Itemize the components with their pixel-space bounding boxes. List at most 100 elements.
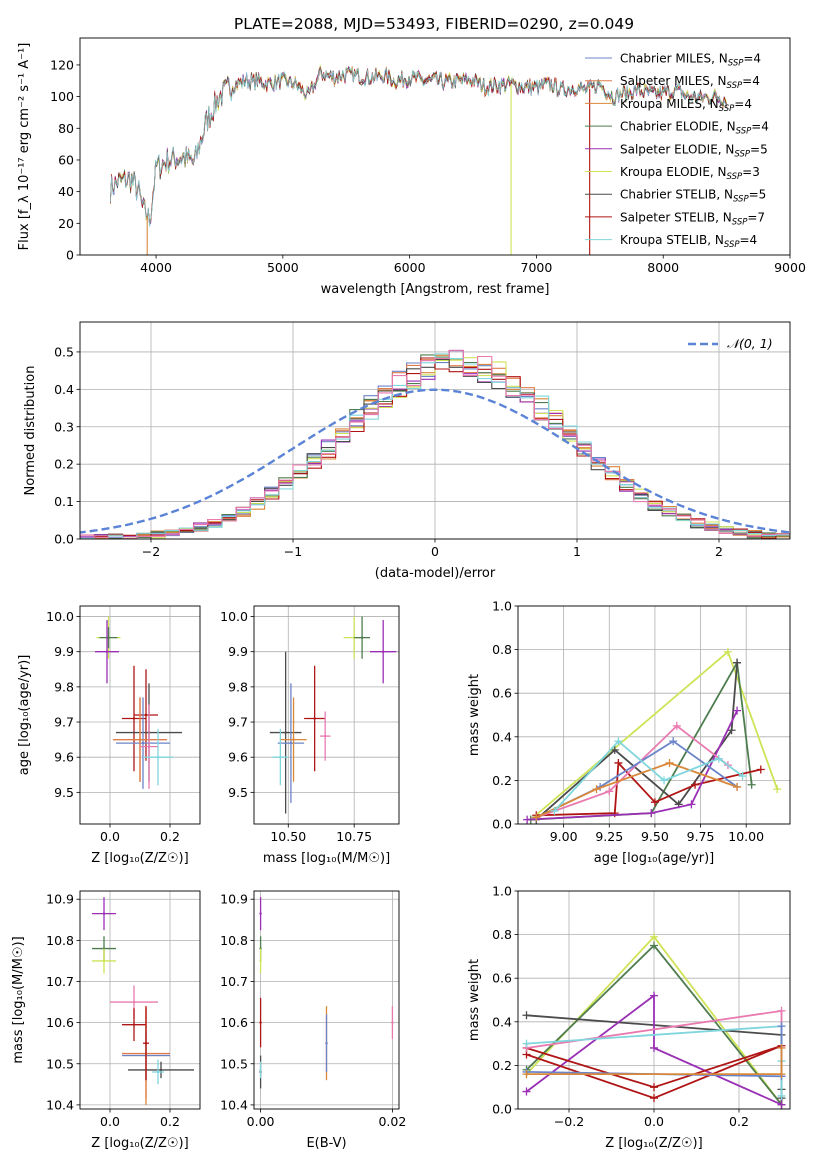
data-point [147, 745, 151, 748]
weight-marker [650, 1083, 658, 1092]
y-tick-label: 0.4 [492, 729, 512, 744]
legend-name: Kroupa MILES, N [620, 97, 719, 111]
weight-marker [614, 758, 623, 767]
weight-marker [669, 737, 678, 746]
y-tick-label: 100 [50, 89, 74, 104]
legend-suffix: =5 [750, 142, 768, 156]
weight-marker [672, 721, 681, 730]
x-tick-label: 0.0 [644, 1114, 664, 1129]
y-tick-label: 0.0 [492, 1102, 512, 1117]
legend-subscript: SSP [733, 195, 749, 205]
weight-marker [614, 737, 623, 746]
data-point [381, 650, 385, 653]
weight-marker [777, 1006, 786, 1015]
weight-marker [660, 776, 669, 785]
legend-name: Salpeter ELODIE, N [620, 142, 734, 156]
data-point [105, 650, 109, 653]
weight_vs_age-frame [517, 605, 791, 825]
data-point [138, 738, 142, 741]
legend-name: Chabrier MILES, N [620, 52, 728, 66]
weight-marker [773, 785, 782, 794]
weight-line-kroupa_elodie [530, 650, 779, 821]
x-tick-label: 0.2 [729, 1114, 749, 1129]
y-tick-label: 10.8 [46, 933, 74, 948]
y-tick-label: 80 [58, 121, 74, 136]
y-tick-label: 10.5 [46, 1056, 74, 1071]
weight-marker [650, 798, 659, 807]
x-tick-label: 0.2 [160, 1114, 180, 1129]
weight-marker [723, 647, 732, 656]
legend-entry: Chabrier STELIB, NSSP=5 [620, 188, 766, 205]
x-tick-label: −1 [284, 544, 302, 559]
age_vs_Z-frame [79, 605, 201, 825]
weight-marker [733, 706, 742, 715]
data-point [107, 636, 110, 639]
figure-title: PLATE=2088, MJD=53493, FIBERID=0290, z=0… [234, 15, 634, 33]
y-tick-label: 9.6 [54, 750, 74, 765]
legend-entry: Kroupa STELIB, NSSP=4 [620, 233, 757, 250]
legend-subscript: SSP [736, 127, 752, 137]
data-point [259, 912, 262, 915]
legend-suffix: =4 [751, 120, 769, 134]
legend-subscript: SSP [727, 81, 743, 91]
y-tick-label: 10.0 [220, 609, 248, 624]
weight-marker [687, 800, 696, 809]
legend-suffix: =4 [743, 52, 761, 66]
y-axis-label: mass weight [467, 959, 482, 1041]
y-tick-label: 0.0 [492, 817, 512, 832]
y-tick-label: 10.9 [220, 892, 248, 907]
x-axis-label: E(B-V) [306, 1136, 346, 1151]
data-point [132, 1000, 136, 1004]
y-tick-label: 0.1 [54, 494, 74, 509]
weight-marker [733, 658, 742, 667]
spectrum-panel: 4000 5000 6000 7000 8000 9000 0 20 40 60 80 100 120 w… [17, 37, 806, 297]
weight_vs_Z-panel: −0.2 0.0 0.2 0.0 0.2 0.4 0.6 0.8 1.0 Z [log₁₀(Z/Z… [467, 884, 791, 1151]
residuals-panel: −2 −1 0 1 2 0.0 0.1 0.2 0.3 0.4 0.5 (data-model)/er… [23, 321, 791, 581]
x-tick-label: 8000 [647, 260, 679, 275]
x-tick-label: 9.75 [687, 829, 715, 844]
weight_vs_age-plot-area [523, 647, 782, 824]
y-axis-label: age [log₁₀(age/yr)] [17, 655, 32, 776]
data-point [144, 1041, 148, 1045]
data-point [132, 1023, 136, 1026]
legend-subscript: SSP [724, 240, 740, 250]
weight-line-chabrier_stelib [535, 662, 738, 821]
legend-suffix: =5 [749, 188, 767, 202]
legend-entry: Salpeter ELODIE, NSSP=5 [620, 142, 768, 159]
y-tick-label: 10.6 [220, 1015, 248, 1030]
y-tick-label: 0.2 [492, 773, 512, 788]
legend-name: Chabrier STELIB, N [620, 188, 733, 202]
mass_vs_ebv-panel: 0.00 0.02 10.4 10.5 10.6 10.7 10.8 10.9 E(B-V) [220, 890, 406, 1151]
y-tick-label: 0.2 [492, 1058, 512, 1073]
weight-marker [650, 991, 658, 1000]
weight-marker [777, 1070, 786, 1079]
legend-entry: Kroupa ELODIE, NSSP=3 [620, 165, 760, 182]
y-tick-label: 10.4 [220, 1097, 248, 1112]
mass_vs_Z-frame [79, 890, 201, 1110]
x-tick-label: 10.75 [336, 829, 372, 844]
spectrum-line-kroupa_stelib [110, 67, 727, 227]
y-tick-label: 0.6 [492, 971, 512, 986]
legend-entry: Chabrier ELODIE, NSSP=4 [620, 120, 769, 137]
weight-line-salpeter_stelib [536, 760, 762, 817]
x-axis-label: Z [log₁₀(Z/Z☉)] [91, 851, 188, 866]
y-axis-label: mass [log₁₀(M/M☉)] [11, 936, 26, 1063]
y-tick-label: 9.7 [228, 715, 248, 730]
age_vs_mass-plot-area [269, 616, 397, 814]
x-tick-label: 0.0 [100, 1114, 120, 1129]
data-point [391, 1021, 394, 1024]
legend-suffix: =4 [742, 74, 760, 88]
legend-name: Salpeter MILES, N [620, 74, 727, 88]
y-tick-label: 40 [58, 184, 74, 199]
histogram-step-pink [80, 349, 790, 539]
y-tick-label: 10.9 [46, 892, 74, 907]
x-tick-label: 0 [431, 544, 439, 559]
weight-marker [522, 1087, 531, 1096]
weight-marker [727, 726, 736, 735]
x-axis-label: (data-model)/error [375, 566, 496, 581]
y-tick-label: 0.5 [54, 344, 74, 359]
y-tick-label: 9.6 [228, 750, 248, 765]
gaussian-curve [80, 388, 790, 534]
data-point [323, 734, 327, 738]
y-tick-label: 0.2 [54, 457, 74, 472]
